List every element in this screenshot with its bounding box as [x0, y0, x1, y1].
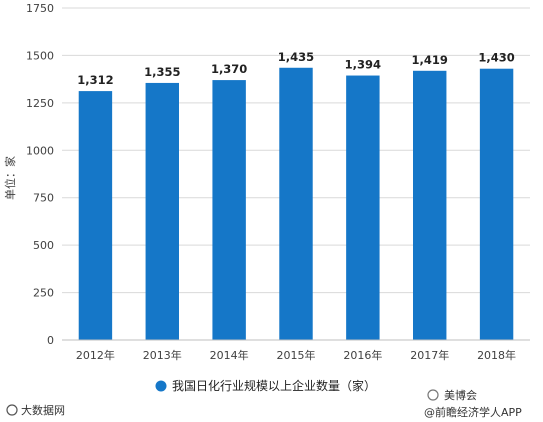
y-tick-label: 1500: [26, 49, 54, 62]
data-label: 1,312: [77, 73, 113, 87]
y-axis-label: 单位：家: [3, 156, 17, 200]
chat-bubble-icon: [427, 389, 439, 401]
legend-label: 我国日化行业规模以上企业数量（家）: [172, 378, 376, 393]
y-tick-label: 1750: [26, 2, 54, 15]
data-label: 1,430: [478, 51, 514, 65]
legend-marker: [155, 380, 167, 392]
watermark-bottom-left: 大数据网: [6, 403, 65, 417]
bar: [279, 67, 313, 340]
watermark-logo-icon: [6, 404, 18, 416]
y-tick-label: 250: [33, 287, 54, 300]
bar: [413, 70, 447, 341]
y-tick-label: 1250: [26, 97, 54, 110]
bar: [78, 91, 113, 341]
watermark-brand: 美博会: [444, 389, 477, 402]
watermark-bottom-right: 美博会 @前瞻经济学人APP: [424, 389, 522, 419]
watermark-bottom-right-text: @前瞻经济学人APP: [424, 405, 522, 419]
x-tick-label: 2012年: [76, 348, 115, 362]
bar: [212, 80, 246, 340]
label-layer: 1,312 1,355 1,370 1,435 1,394 1,419 1,430: [77, 50, 515, 87]
x-tick-label: 2018年: [477, 348, 516, 362]
data-label: 1,435: [278, 50, 314, 64]
y-tick-label: 0: [47, 334, 54, 347]
x-tick-label: 2013年: [143, 348, 182, 362]
data-label: 1,419: [412, 53, 448, 67]
watermark-bottom-left-text: 大数据网: [21, 403, 65, 417]
bar: [145, 82, 179, 341]
y-tick-label: 1000: [26, 144, 54, 157]
bar-layer: [78, 67, 514, 341]
x-tick-label: 2016年: [343, 348, 382, 362]
y-tick-label: 500: [33, 239, 54, 252]
y-tick-label: 750: [33, 192, 54, 205]
x-tick-label: 2015年: [277, 348, 316, 362]
data-label: 1,355: [144, 65, 180, 79]
x-tick-label: 2017年: [410, 348, 449, 362]
axis-layer: 0 250 500 750 1000 1250 1500 1750 2012年 2013年 2014…: [26, 2, 530, 362]
x-tick-label: 2014年: [210, 348, 249, 362]
bar: [479, 68, 514, 341]
data-label: 1,370: [211, 62, 247, 76]
bar: [346, 75, 380, 341]
legend: 我国日化行业规模以上企业数量（家）: [155, 378, 376, 393]
data-label: 1,394: [345, 58, 381, 72]
